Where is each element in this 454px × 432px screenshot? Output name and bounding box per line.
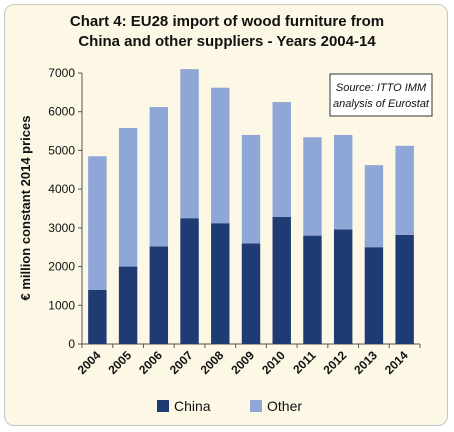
y-tick-label: 1000 (48, 298, 75, 312)
legend-swatch-china (157, 400, 169, 412)
y-tick-label: 0 (68, 337, 75, 351)
bar-china-2013 (364, 247, 384, 344)
chart-title-line-2: China and other suppliers - Years 2004-1… (78, 33, 376, 50)
y-tick-label: 2000 (48, 260, 75, 274)
bar-other-2006 (149, 107, 169, 247)
legend: China Other (157, 398, 302, 414)
y-tick-label: 3000 (48, 221, 75, 235)
bar-other-2005 (118, 127, 138, 267)
source-line-1: Source: ITTO IMM (336, 82, 427, 94)
chart-title-line-1: Chart 4: EU28 import of wood furniture f… (69, 13, 385, 30)
x-tick-label: 2010 (259, 348, 288, 377)
bar-china-2008 (211, 223, 230, 344)
legend-swatch-other (250, 400, 262, 412)
x-tick-label: 2007 (167, 348, 196, 377)
source-box (329, 73, 433, 117)
bar-other-2010 (272, 102, 291, 218)
bar-china-2011 (303, 235, 322, 344)
x-tick-label: 2008 (198, 348, 227, 377)
bar-china-2004 (88, 289, 107, 344)
x-tick-label: 2006 (136, 348, 165, 377)
y-tick-label: 4000 (48, 182, 75, 196)
bar-china-2014 (395, 234, 414, 344)
bar-china-2005 (118, 266, 138, 344)
bar-other-2012 (333, 134, 353, 230)
x-tick-label: 2005 (105, 348, 134, 377)
bar-china-2010 (272, 217, 291, 344)
legend-label-other: Other (267, 398, 302, 414)
x-tick-label: 2014 (382, 348, 411, 377)
y-axis-label: € million constant 2014 prices (18, 116, 33, 301)
bar-china-2012 (333, 229, 353, 344)
x-tick-label: 2013 (351, 348, 380, 377)
source-annotation: Source: ITTO IMM analysis of Eurostat (329, 73, 433, 117)
chart-title: Chart 4: EU28 import of wood furniture f… (0, 12, 454, 52)
bar-other-2009 (241, 134, 261, 244)
bar-other-2004 (88, 156, 107, 290)
bar-other-2011 (303, 137, 322, 236)
x-ticks: 2004 2005 2006 2007 2008 2009 2010 2011 2012 2013… (75, 344, 421, 377)
x-tick-label: 2012 (321, 348, 350, 377)
x-tick-label: 2004 (75, 348, 104, 377)
y-tick-label: 6000 (48, 105, 75, 119)
bar-other-2014 (395, 145, 414, 235)
bar-china-2007 (180, 218, 199, 344)
source-line-2: analysis of Eurostat (333, 98, 430, 110)
bar-china-2009 (241, 243, 261, 344)
bar-other-2007 (180, 69, 199, 219)
bars (88, 69, 414, 344)
bar-china-2006 (149, 246, 169, 344)
y-tick-label: 7000 (48, 66, 75, 80)
bar-other-2013 (364, 165, 384, 248)
x-tick-label: 2011 (290, 348, 319, 377)
y-ticks: 0 1000 2000 3000 4000 5000 6000 7000 (48, 66, 82, 351)
legend-label-china: China (174, 398, 211, 414)
x-tick-label: 2009 (228, 348, 257, 377)
bar-other-2008 (211, 87, 230, 224)
y-tick-label: 5000 (48, 143, 75, 157)
